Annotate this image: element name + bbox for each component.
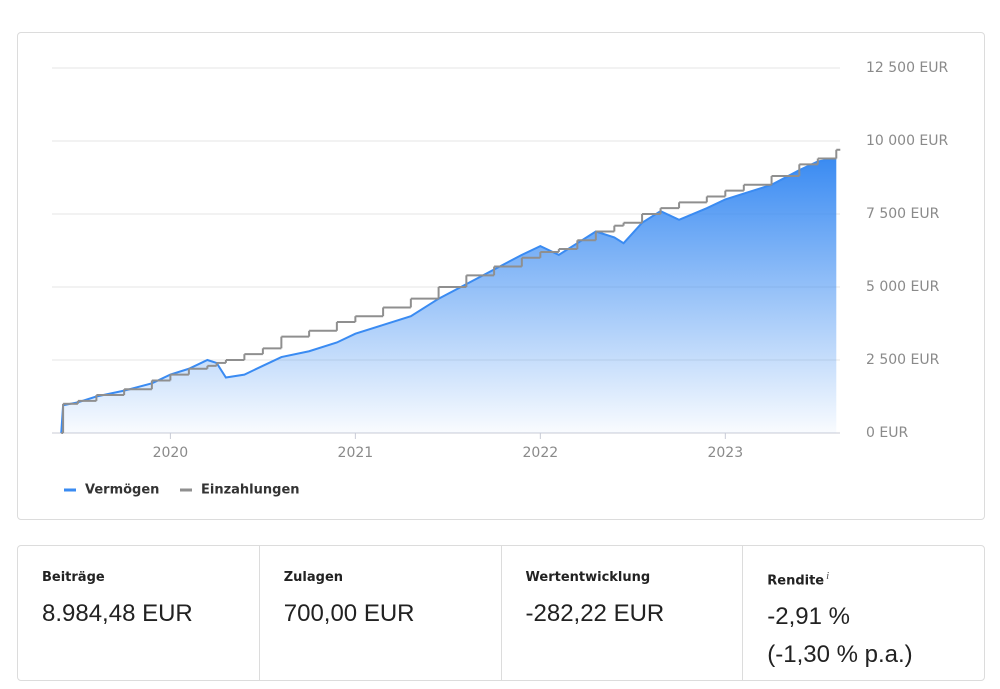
stat-label: Wertentwicklung (525, 570, 651, 585)
y-tick-label: 7 500 EUR (866, 206, 940, 222)
stat: Rendite i -2,91 % (-1,30 % p.a.) (743, 546, 984, 680)
y-tick-label: 2 500 EUR (866, 352, 940, 368)
stat: Zulagen 700,00 EUR (260, 546, 502, 680)
chart: 0 EUR 2 500 EUR 5 000 EUR 7 500 EUR 10 000 E… (52, 60, 949, 498)
stat-label-row: Rendite i (767, 570, 984, 588)
stat-value-group: -2,91 % (-1,30 % p.a.) (767, 598, 984, 674)
info-icon[interactable]: i (826, 570, 830, 582)
stat-label: Rendite (767, 573, 825, 589)
legend-label: Einzahlungen (201, 483, 300, 498)
stat: Beiträge 8.984,48 EUR (18, 546, 260, 680)
y-tick-label: 5 000 EUR (866, 279, 940, 295)
legend-label: Vermögen (85, 483, 159, 498)
stat-label: Zulagen (283, 570, 344, 585)
y-tick-label: 12 500 EUR (866, 60, 949, 76)
stat-value: -2,91 % (767, 603, 850, 631)
y-tick-label: 0 EUR (866, 425, 908, 441)
area (61, 158, 837, 433)
stat-value: 8.984,48 EUR (42, 600, 193, 627)
stat-value: 700,00 EUR (283, 600, 415, 627)
x-tick-label: 2021 (338, 445, 374, 461)
stat-detail: (-1,30 % p.a.) (767, 641, 913, 669)
stats-card: Beiträge 8.984,48 EUR Zulagen 700,00 EUR… (17, 545, 985, 681)
x-tick-label: 2022 (523, 445, 559, 461)
stat-value: -282,22 EUR (525, 600, 665, 627)
stat-label: Beiträge (42, 570, 105, 585)
x-tick-label: 2020 (153, 445, 189, 461)
y-tick-label: 10 000 EUR (866, 133, 949, 149)
x-tick-label: 2023 (707, 445, 743, 461)
chart-card (17, 32, 985, 520)
stat: Wertentwicklung -282,22 EUR (502, 546, 744, 680)
